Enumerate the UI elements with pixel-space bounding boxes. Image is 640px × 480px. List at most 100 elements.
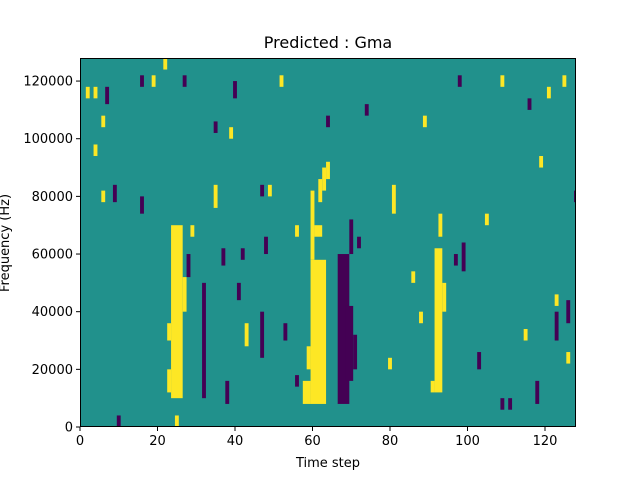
heatmap-cell-high-56 xyxy=(101,115,106,128)
heatmap-cell-high-63 xyxy=(229,127,234,139)
heatmap-cell-low-21 xyxy=(357,236,361,249)
y-tick-label: 0 xyxy=(65,421,73,436)
heatmap-cell-high-54 xyxy=(85,86,90,99)
heatmap-cell-low-22 xyxy=(461,242,466,272)
heatmap-cell-high-7 xyxy=(306,346,311,370)
heatmap-cell-high-8 xyxy=(171,225,183,399)
heatmap-cell-low-50 xyxy=(457,75,462,87)
heatmap-cell-low-31 xyxy=(264,236,268,255)
heatmap-cell-low-40 xyxy=(140,196,144,214)
y-tick-label: 120000 xyxy=(23,75,73,90)
heatmap-cell-high-74 xyxy=(500,75,505,87)
heatmap-cell-high-9 xyxy=(167,369,172,393)
heatmap-cell-high-62 xyxy=(213,184,218,208)
heatmap-cell-high-4 xyxy=(322,167,327,191)
x-tick-label: 0 xyxy=(76,434,84,449)
x-tick-label: 40 xyxy=(227,434,244,449)
heatmap-cell-high-5 xyxy=(326,161,330,180)
heatmap-cell-low-45 xyxy=(233,81,237,99)
heatmap-cell-low-28 xyxy=(236,282,241,301)
x-tick-label: 100 xyxy=(455,434,480,449)
heatmap-cell-high-10 xyxy=(167,323,172,341)
y-tick-label: 80000 xyxy=(32,190,73,205)
heatmap-cell-low-27 xyxy=(225,380,230,404)
heatmap-cell-high-65 xyxy=(267,184,272,197)
heatmap-cell-high-71 xyxy=(419,311,423,324)
heatmap-cell-low-51 xyxy=(527,98,532,110)
heatmap-cell-low-48 xyxy=(326,115,330,128)
heatmap-cell-low-47 xyxy=(260,184,265,197)
heatmap-cell-low-43 xyxy=(140,75,144,87)
heatmap-cell-low-39 xyxy=(566,300,571,324)
plot-area xyxy=(80,58,576,427)
heatmap-cell-high-0 xyxy=(310,259,327,404)
heatmap-cell-high-66 xyxy=(279,75,284,87)
heatmap-cell-low-37 xyxy=(535,380,540,404)
heatmap-cell-low-23 xyxy=(453,254,458,266)
heatmap-cell-high-3 xyxy=(318,179,323,203)
heatmap-cell-low-49 xyxy=(364,104,369,116)
heatmap-cell-high-2 xyxy=(314,225,323,237)
heatmap-cell-low-35 xyxy=(500,398,505,410)
heatmap-cell-high-1 xyxy=(310,190,315,260)
heatmap-cell-high-72 xyxy=(422,115,427,128)
heatmap-cell-high-6 xyxy=(302,380,311,404)
chart-title: Predicted : Gma xyxy=(264,33,392,52)
heatmap-cell-low-24 xyxy=(202,282,206,399)
heatmap-cell-high-57 xyxy=(93,144,98,157)
heatmap-cell-low-18 xyxy=(345,305,354,381)
heatmap-cell-high-15 xyxy=(442,282,447,312)
heatmap-cell-low-53 xyxy=(116,415,121,427)
heatmap-cell-high-73 xyxy=(484,213,489,226)
heatmap-cell-high-11 xyxy=(182,277,187,312)
heatmap-cell-low-32 xyxy=(283,323,288,341)
heatmap-cell-high-14 xyxy=(430,380,435,393)
y-tick-label: 100000 xyxy=(23,132,73,147)
heatmap-cell-low-25 xyxy=(186,254,191,278)
x-tick-label: 80 xyxy=(382,434,399,449)
heatmap-cell-high-60 xyxy=(163,58,168,70)
heatmap-cell-high-12 xyxy=(174,415,179,427)
x-tick-label: 60 xyxy=(304,434,321,449)
heatmap-cell-high-55 xyxy=(93,86,98,99)
heatmap-cell-low-44 xyxy=(182,75,187,87)
heatmap-cell-low-20 xyxy=(353,334,358,370)
heatmap-cell-low-41 xyxy=(112,184,117,203)
heatmap-cell-low-38 xyxy=(554,311,559,341)
x-tick-label: 120 xyxy=(533,434,558,449)
y-axis: 0 20000 40000 60000 80000 100000 120000 xyxy=(23,75,80,436)
x-axis: 0 20 40 60 80 100 120 xyxy=(76,427,558,449)
heatmap-cell-high-80 xyxy=(566,352,571,364)
heatmap-cell-high-13 xyxy=(434,248,443,393)
heatmap-cell-high-68 xyxy=(391,184,396,214)
heatmap-cell-low-19 xyxy=(349,219,354,255)
heatmap-cell-high-61 xyxy=(190,225,195,237)
heatmap-cell-low-26 xyxy=(221,248,226,266)
y-axis-label: Frequency (Hz) xyxy=(0,194,13,292)
heatmap-cell-high-77 xyxy=(546,86,551,99)
heatmap-cell-high-59 xyxy=(151,75,156,87)
heatmap-cell-high-75 xyxy=(523,328,528,341)
heatmap-cell-high-16 xyxy=(438,213,443,237)
heatmap-cell-high-64 xyxy=(244,323,249,347)
x-axis-label: Time step xyxy=(295,456,360,471)
x-tick-label: 20 xyxy=(149,434,166,449)
heatmap-cell-low-17 xyxy=(337,254,350,404)
heatmap-cell-low-46 xyxy=(213,121,218,133)
heatmap-cell-low-36 xyxy=(508,398,513,410)
plot-frame xyxy=(80,58,576,427)
heatmap-cell-high-79 xyxy=(554,294,559,306)
heatmap-cell-high-67 xyxy=(295,225,299,237)
heatmap-cell-low-29 xyxy=(240,248,245,260)
heatmap-cell-low-42 xyxy=(105,86,110,105)
heatmap-cell-high-76 xyxy=(539,156,544,168)
heatmap-cell-high-58 xyxy=(101,190,106,203)
heatmap-cell-high-70 xyxy=(411,271,416,283)
y-tick-label: 40000 xyxy=(32,305,73,320)
heatmap-cell-high-69 xyxy=(388,357,392,370)
heatmap-background xyxy=(80,58,576,427)
heatmap-cell-low-34 xyxy=(477,352,482,370)
heatmap-cell-low-33 xyxy=(295,375,299,387)
heatmap-cell-low-30 xyxy=(260,311,265,358)
